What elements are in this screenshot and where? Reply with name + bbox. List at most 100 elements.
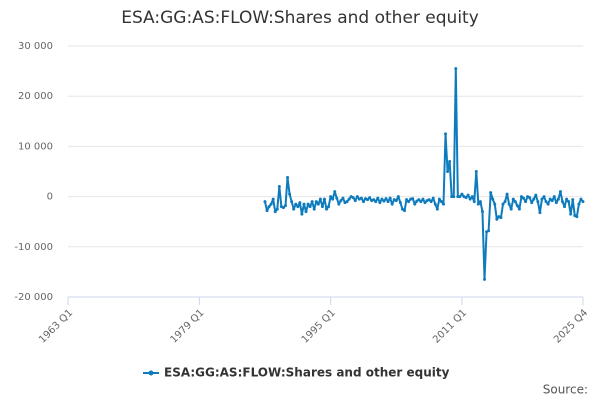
legend-label: ESA:GG:AS:FLOW:Shares and other equity (164, 366, 450, 380)
data-point (355, 195, 359, 199)
data-point (296, 205, 300, 209)
x-tick-label: 2011 Q1 (431, 307, 469, 345)
data-point (474, 170, 478, 173)
data-point (517, 207, 521, 211)
data-point (542, 195, 546, 199)
data-point (569, 212, 573, 216)
data-point (452, 195, 456, 199)
data-point (407, 200, 411, 204)
data-point (394, 199, 398, 203)
data-point (478, 200, 482, 204)
data-point (552, 195, 556, 199)
data-point (288, 192, 292, 196)
data-point (298, 201, 302, 205)
y-tick-label: 0 (47, 192, 53, 203)
data-point (544, 200, 548, 204)
data-point (366, 198, 370, 202)
data-point (501, 202, 505, 206)
data-point (458, 195, 462, 199)
data-point (400, 207, 404, 211)
data-point (351, 196, 355, 200)
data-point (292, 207, 296, 211)
x-tick-label: 1979 Q1 (168, 307, 206, 345)
data-point (519, 195, 523, 199)
data-point (579, 197, 583, 201)
data-point (507, 202, 511, 206)
data-point (300, 212, 304, 216)
data-point (382, 199, 386, 203)
data-point (294, 202, 298, 206)
data-point (558, 190, 562, 194)
data-point (388, 196, 392, 200)
data-point (431, 196, 435, 200)
data-point (460, 192, 464, 196)
data-point (489, 191, 493, 195)
data-point (341, 196, 345, 200)
data-point (532, 197, 536, 201)
data-point (450, 195, 454, 199)
data-point (325, 207, 329, 211)
data-point (540, 197, 544, 201)
x-tick-label: 1995 Q1 (300, 307, 338, 345)
data-point (476, 202, 480, 206)
data-point (472, 200, 476, 204)
data-point (499, 216, 503, 220)
data-point (470, 195, 474, 199)
data-point (302, 202, 306, 206)
data-point (314, 200, 318, 204)
data-point (509, 207, 513, 211)
data-point (448, 159, 452, 163)
data-point (405, 198, 409, 202)
data-point (384, 197, 388, 201)
data-point (337, 202, 341, 206)
x-tick-label: 2025 Q4 (552, 307, 590, 345)
x-tick-label: 1963 Q1 (37, 307, 75, 345)
data-point (571, 198, 575, 202)
data-point (273, 210, 277, 214)
data-point (487, 229, 491, 233)
data-point (283, 204, 287, 208)
data-point (396, 195, 400, 199)
data-point (374, 200, 378, 204)
data-point (376, 196, 380, 200)
data-point (439, 200, 443, 204)
data-point (423, 201, 427, 205)
data-point (339, 199, 343, 203)
data-point (534, 193, 538, 197)
data-point (454, 67, 458, 71)
data-point (269, 202, 273, 206)
data-point (372, 198, 376, 202)
data-point (456, 195, 460, 199)
data-point (267, 205, 271, 209)
chart-title: ESA:GG:AS:FLOW:Shares and other equity (121, 8, 479, 28)
data-point (515, 204, 519, 208)
data-point (316, 202, 320, 206)
series-line (263, 67, 584, 281)
data-point (521, 196, 525, 200)
data-point (359, 196, 363, 200)
data-point (546, 202, 550, 206)
y-tick-label: -20 000 (14, 292, 53, 303)
data-point (345, 200, 349, 204)
data-point (380, 197, 384, 201)
data-point (378, 201, 382, 205)
data-point (417, 198, 421, 202)
data-point (327, 205, 331, 209)
data-point (560, 200, 564, 204)
data-point (411, 197, 415, 201)
data-point (444, 132, 448, 136)
y-tick-label: -10 000 (14, 242, 53, 253)
data-point (368, 196, 372, 200)
data-point (281, 206, 285, 210)
data-point (524, 200, 528, 204)
data-point (563, 205, 567, 209)
data-point (565, 197, 569, 201)
y-tick-label: 20 000 (18, 91, 53, 102)
data-point (265, 209, 269, 213)
data-point (275, 207, 279, 211)
data-point (427, 198, 431, 202)
data-point (503, 200, 507, 204)
data-point (322, 197, 326, 201)
data-point (528, 196, 532, 200)
